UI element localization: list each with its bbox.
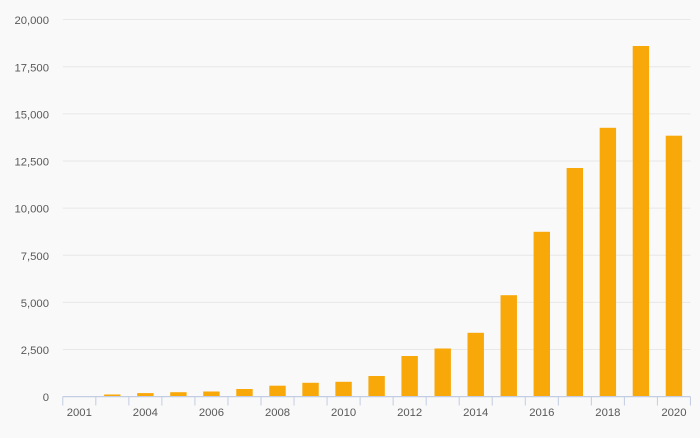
svg-text:2006: 2006 [199,407,224,419]
svg-text:2020: 2020 [661,407,686,419]
svg-text:0: 0 [43,392,49,404]
svg-text:2012: 2012 [397,407,422,419]
svg-text:2016: 2016 [529,407,554,419]
svg-text:2001: 2001 [67,407,92,419]
svg-text:2010: 2010 [331,407,356,419]
svg-text:12,500: 12,500 [14,157,49,169]
svg-text:2,500: 2,500 [21,345,49,357]
svg-text:2004: 2004 [133,407,158,419]
svg-text:5,000: 5,000 [21,298,49,310]
svg-text:2014: 2014 [463,407,488,419]
svg-text:2008: 2008 [265,407,290,419]
svg-text:17,500: 17,500 [14,62,49,74]
svg-text:15,000: 15,000 [14,109,49,121]
svg-text:7,500: 7,500 [21,251,49,263]
svg-text:10,000: 10,000 [14,204,49,216]
svg-text:2018: 2018 [595,407,620,419]
svg-text:20,000: 20,000 [14,15,49,27]
